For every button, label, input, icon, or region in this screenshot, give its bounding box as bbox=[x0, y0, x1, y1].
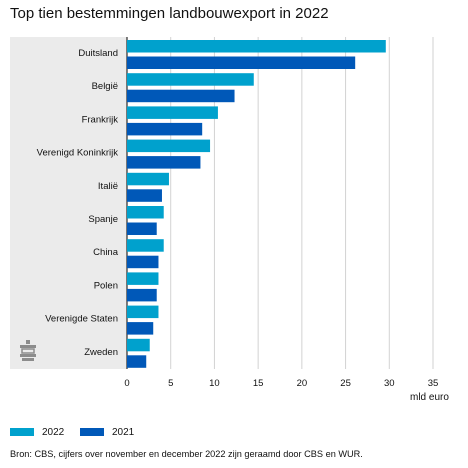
bar-2021 bbox=[127, 255, 159, 269]
bar-2022 bbox=[127, 206, 164, 219]
x-axis-unit-label: mld euro bbox=[410, 392, 449, 403]
legend-swatch-2021 bbox=[80, 428, 104, 436]
category-label: Spanje bbox=[88, 214, 118, 225]
bar-2021 bbox=[127, 189, 162, 202]
bar-2021 bbox=[127, 288, 157, 302]
category-label: Verenigd Koninkrijk bbox=[37, 148, 119, 159]
bar-2022 bbox=[127, 338, 150, 352]
x-tick-label: 25 bbox=[340, 378, 351, 389]
bars bbox=[127, 40, 386, 368]
x-tick-label: 15 bbox=[253, 378, 264, 389]
bar-2021 bbox=[127, 156, 201, 169]
category-label: Italië bbox=[98, 181, 118, 192]
x-tick-label: 35 bbox=[428, 378, 439, 389]
chart-title: Top tien bestemmingen landbouwexport in … bbox=[10, 5, 329, 22]
bar-2021 bbox=[127, 122, 203, 136]
gridlines bbox=[126, 37, 434, 369]
bar-2022 bbox=[127, 305, 159, 319]
category-label: België bbox=[92, 81, 118, 92]
category-label: Polen bbox=[94, 280, 118, 291]
bar-2022 bbox=[127, 239, 164, 252]
bar-2021 bbox=[127, 89, 235, 103]
category-label: Frankrijk bbox=[82, 114, 119, 125]
legend-label-2022: 2022 bbox=[42, 426, 65, 438]
x-tick-labels: 0 5 10 15 20 25 30 35 bbox=[124, 378, 438, 389]
bar-2021 bbox=[127, 56, 356, 69]
x-tick-label: 5 bbox=[168, 378, 173, 389]
category-label: China bbox=[93, 247, 119, 258]
category-labels: Duitsland België Frankrijk Verenigd Koninkr… bbox=[37, 48, 119, 358]
category-panel bbox=[10, 37, 127, 369]
category-label: Verenigde Staten bbox=[45, 314, 118, 325]
bar-2022 bbox=[127, 172, 169, 186]
x-tick-label: 10 bbox=[209, 378, 220, 389]
legend-label-2021: 2021 bbox=[112, 426, 135, 438]
bar-chart: Duitsland België Frankrijk Verenigd Koninkr… bbox=[10, 37, 438, 389]
bar-2022 bbox=[127, 139, 211, 153]
cbs-logo-icon bbox=[20, 340, 36, 361]
x-tick-label: 20 bbox=[297, 378, 308, 389]
bar-2022 bbox=[127, 272, 159, 285]
legend-swatch-2022 bbox=[10, 428, 34, 436]
bar-2021 bbox=[127, 322, 154, 335]
bar-2021 bbox=[127, 222, 157, 235]
bar-2022 bbox=[127, 73, 254, 86]
bar-2022 bbox=[127, 106, 218, 119]
legend-item-2022: 2022 bbox=[10, 425, 64, 439]
x-tick-label: 30 bbox=[384, 378, 395, 389]
x-tick-label: 0 bbox=[124, 378, 129, 389]
legend-item-2021: 2021 bbox=[80, 425, 134, 439]
bar-2022 bbox=[127, 40, 386, 53]
bar-2021 bbox=[127, 355, 147, 368]
category-label: Duitsland bbox=[78, 48, 118, 59]
category-label: Zweden bbox=[84, 347, 118, 358]
source-note: Bron: CBS, cijfers over november en dece… bbox=[10, 449, 363, 459]
